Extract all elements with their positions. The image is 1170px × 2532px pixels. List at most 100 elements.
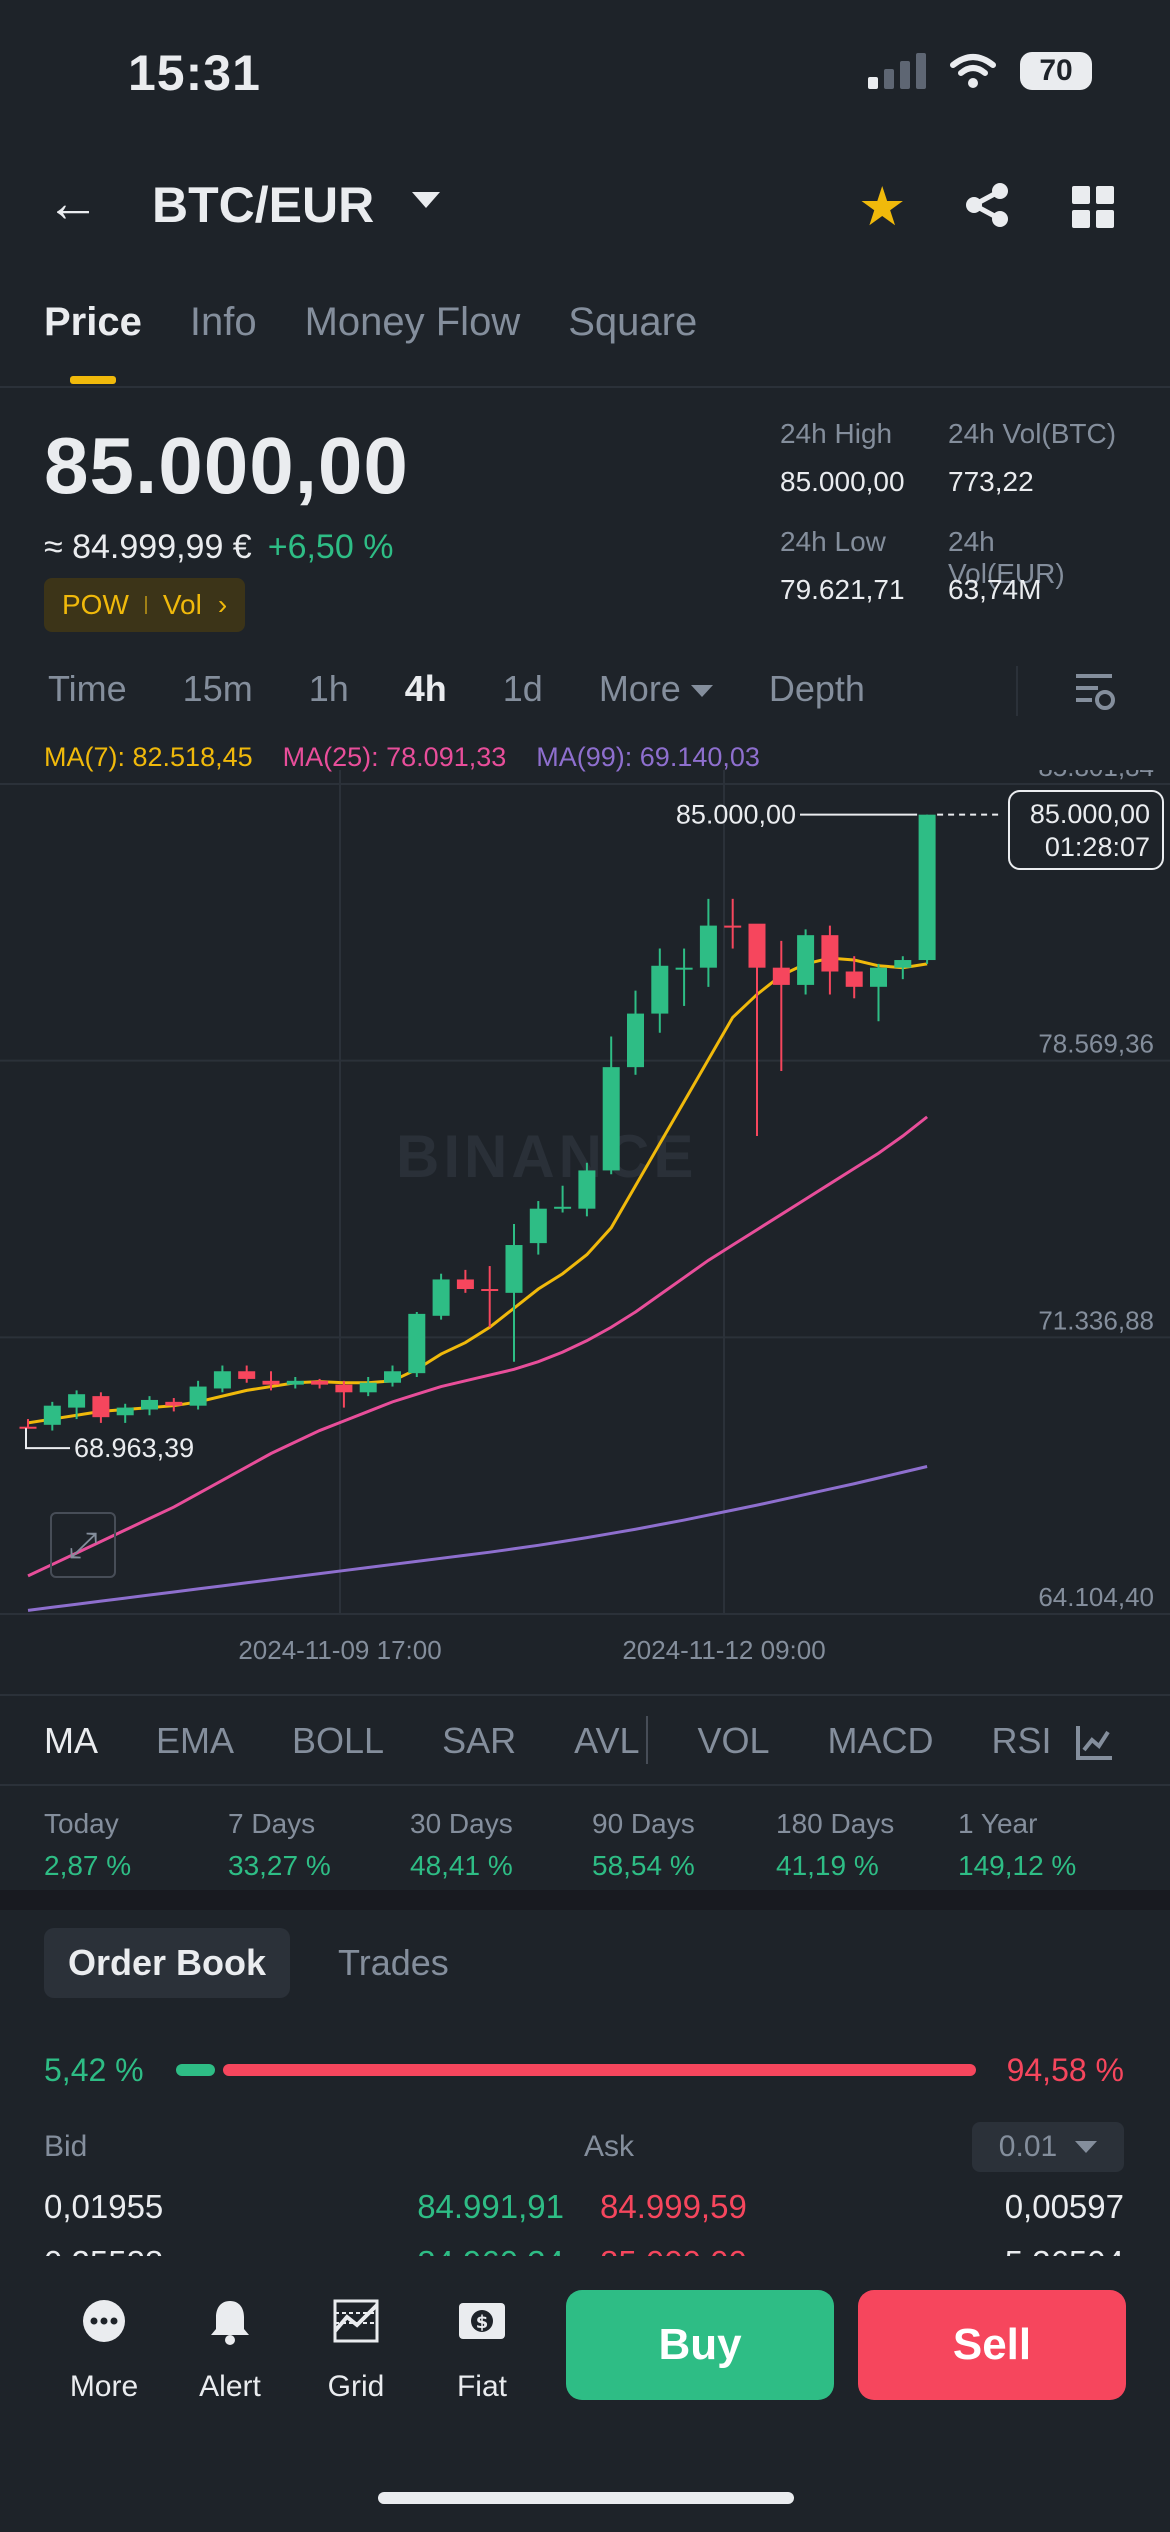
tag-box[interactable]: POW Vol › — [44, 578, 246, 632]
price-chart[interactable]: 85.801,84 78.569,36 71.336,88 64.104,40 2024… — [0, 770, 1170, 1670]
ask-price: 84.999,59 — [600, 2188, 747, 2225]
chevron-down-icon[interactable] — [412, 192, 440, 208]
candle-body — [918, 814, 936, 961]
precision-value: 0.01 — [998, 2130, 1058, 2163]
orderbook-row[interactable]: 0,25588 84.960,34 85.000,00 5,36504 — [0, 2236, 1170, 2256]
candle-body — [408, 1313, 426, 1374]
y-tick-label: 85.801,84 — [1038, 770, 1154, 782]
indicator-avl[interactable]: AVL — [574, 1720, 640, 1761]
pair-selector[interactable]: BTC/EUR — [152, 177, 375, 233]
candle-body — [554, 1206, 572, 1209]
divider — [0, 386, 1170, 388]
candle-body — [68, 1394, 86, 1408]
tab-square[interactable]: Square — [568, 300, 698, 344]
bid-ratio: 5,42 % — [44, 2052, 144, 2088]
bid-price: 84.960,34 — [417, 2244, 564, 2256]
candle-body — [724, 925, 742, 928]
interval-1h[interactable]: 1h — [308, 668, 349, 709]
tab-info[interactable]: Info — [189, 300, 257, 344]
interval-more[interactable]: More — [599, 668, 713, 710]
expand-chart-button[interactable]: ⤢ — [50, 1512, 116, 1578]
high-price-label: 85.000,00 — [676, 800, 796, 830]
nav-grid[interactable]: Grid — [306, 2292, 406, 2404]
chart-settings-icon[interactable] — [1072, 670, 1116, 714]
candle-body — [578, 1170, 596, 1209]
nav-fiat[interactable]: $ Fiat — [432, 2292, 532, 2404]
perf-value: 149,12 % — [958, 1850, 1077, 1881]
ask-qty: 0,00597 — [1004, 2188, 1124, 2225]
ma25-legend: MA(25): 78.091,33 — [282, 742, 507, 772]
indicator-boll[interactable]: BOLL — [292, 1720, 385, 1761]
candle-body — [19, 1426, 37, 1429]
price-subline: ≈ 84.999,99 € +6,50 % — [44, 528, 393, 567]
perf-label: 7 Days — [228, 1808, 316, 1839]
candle-body — [213, 1371, 231, 1389]
perf-value: 41,19 % — [776, 1850, 879, 1881]
ma99-line — [27, 1465, 928, 1612]
chart-watermark: BINANCE — [396, 1123, 698, 1190]
indicator-macd[interactable]: MACD — [827, 1720, 934, 1761]
orderbook-row[interactable]: 0,01955 84.991,91 84.999,59 0,00597 — [0, 2180, 1170, 2236]
star-icon[interactable]: ★ — [858, 177, 907, 237]
tab-price[interactable]: Price — [44, 300, 142, 344]
indicator-ma[interactable]: MA — [44, 1720, 98, 1761]
wifi-icon — [950, 54, 996, 88]
share-icon[interactable] — [964, 182, 1010, 228]
nav-grid-label: Grid — [327, 2370, 385, 2403]
candle-body — [699, 925, 717, 968]
indicator-vol[interactable]: VOL — [697, 1720, 770, 1761]
candle-body — [505, 1245, 523, 1293]
precision-select[interactable]: 0.01 — [972, 2122, 1124, 2172]
buy-button[interactable]: Buy — [566, 2290, 834, 2400]
tab-trades[interactable]: Trades — [338, 1942, 449, 1983]
interval-1d[interactable]: 1d — [502, 668, 543, 709]
more-icon — [83, 2300, 125, 2342]
indicator-chart-icon[interactable] — [1074, 1724, 1114, 1762]
nav-alert[interactable]: Alert — [180, 2292, 280, 2404]
active-tab-indicator — [70, 376, 116, 384]
interval-15m[interactable]: 15m — [182, 668, 253, 709]
indicator-sar[interactable]: SAR — [442, 1720, 517, 1761]
nav-more-label: More — [69, 2370, 139, 2403]
bid-qty: 0,25588 — [44, 2244, 163, 2256]
low-marker-line — [25, 1428, 70, 1450]
grid-menu-icon[interactable] — [1072, 186, 1114, 228]
back-button[interactable]: ← — [46, 173, 100, 233]
indicator-ema[interactable]: EMA — [156, 1720, 235, 1761]
perf-7d: 7 Days 33,27 % — [228, 1808, 408, 1882]
interval-time[interactable]: Time — [48, 668, 127, 709]
candle-body — [602, 1067, 620, 1171]
candle-body — [286, 1380, 304, 1385]
indicator-rsi[interactable]: RSI — [991, 1720, 1052, 1761]
ask-price: 85.000,00 — [600, 2244, 747, 2256]
candle-body — [262, 1380, 280, 1385]
x-tick-label: 2024-11-09 17:00 — [238, 1635, 441, 1665]
section-divider — [0, 1890, 1170, 1910]
ma25-line — [27, 1115, 929, 1578]
price-fiat-approx: ≈ 84.999,99 € — [44, 528, 252, 566]
perf-value: 33,27 % — [228, 1850, 331, 1881]
perf-label: Today — [44, 1808, 119, 1839]
orderbook-tabs: Order Book Trades — [44, 1928, 473, 1998]
candle-body — [870, 967, 887, 987]
chevron-right-icon: › — [217, 589, 228, 620]
candle-body — [748, 923, 766, 968]
sell-button[interactable]: Sell — [858, 2290, 1126, 2400]
perf-value: 58,54 % — [592, 1850, 695, 1881]
tab-money-flow[interactable]: Money Flow — [304, 300, 521, 344]
candle-body — [384, 1371, 401, 1383]
ma-legend: MA(7): 82.518,45 MA(25): 78.091,33 MA(99… — [44, 742, 760, 773]
nav-more[interactable]: More — [54, 2292, 154, 2404]
svg-text:$: $ — [476, 2312, 489, 2333]
bid-header: Bid — [44, 2130, 88, 2163]
interval-depth[interactable]: Depth — [768, 668, 865, 709]
nav-alert-label: Alert — [199, 2370, 261, 2403]
x-tick-label: 2024-11-12 09:00 — [622, 1635, 825, 1665]
tab-order-book[interactable]: Order Book — [44, 1928, 291, 1998]
ask-qty: 5,36504 — [1005, 2244, 1124, 2256]
ask-header: Ask — [584, 2130, 635, 2163]
ma99-legend: MA(99): 69.140,03 — [536, 742, 760, 772]
interval-4h[interactable]: 4h — [404, 668, 447, 709]
bid-qty: 0,01955 — [44, 2188, 164, 2225]
status-time: 15:31 — [128, 45, 261, 101]
